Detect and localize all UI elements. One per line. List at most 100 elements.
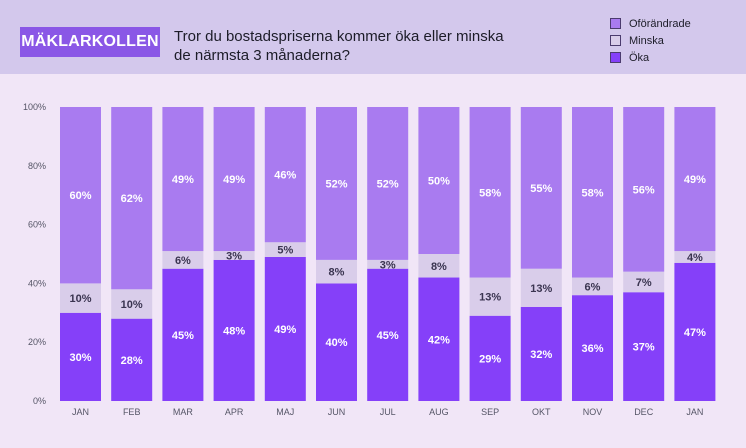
x-tick-label: DEC bbox=[634, 407, 654, 417]
bar-segment-minska bbox=[572, 277, 613, 296]
data-label: 36% bbox=[581, 343, 603, 355]
bar-segment-oka bbox=[111, 318, 153, 401]
bar-segment-oforandrade bbox=[469, 107, 511, 278]
bar-segment-oforandrade bbox=[674, 107, 716, 252]
bar-segment-oka bbox=[367, 268, 409, 401]
x-tick-label: MAR bbox=[173, 407, 194, 417]
y-tick-label: 40% bbox=[28, 278, 46, 288]
legend-swatch-oforandrade bbox=[610, 18, 621, 29]
y-tick-label: 100% bbox=[23, 102, 46, 112]
data-label: 30% bbox=[69, 352, 91, 364]
bar-segment-minska bbox=[60, 283, 101, 313]
stacked-bar-chart: 0% 20% 40% 60% 80% 100% 30% 10% 60% JAN 28% 10% 62% F… bbox=[23, 102, 716, 417]
data-label: 37% bbox=[633, 342, 655, 354]
bar-segment-oforandrade bbox=[213, 107, 255, 252]
data-label: 58% bbox=[581, 187, 603, 199]
bar-segment-minska bbox=[162, 251, 204, 269]
data-label: 32% bbox=[530, 349, 552, 361]
bar-segment-oforandrade bbox=[60, 107, 101, 284]
x-tick-label: AUG bbox=[429, 407, 449, 417]
x-tick-label: FEB bbox=[123, 407, 141, 417]
bar-segment-oforandrade bbox=[572, 107, 613, 278]
data-label: 7% bbox=[636, 277, 652, 289]
x-tick-label: MAJ bbox=[276, 407, 294, 417]
data-label: 6% bbox=[175, 255, 191, 267]
bar-segment-minska bbox=[264, 242, 306, 257]
data-label: 58% bbox=[479, 187, 501, 199]
bar-segment-minska bbox=[418, 254, 460, 278]
bar-segment-oka bbox=[60, 312, 101, 401]
data-label: 42% bbox=[428, 334, 450, 346]
bar-segment-oforandrade bbox=[520, 107, 562, 269]
legend-swatch-minska bbox=[610, 35, 621, 46]
bar-segment-minska bbox=[469, 277, 511, 316]
data-label: 52% bbox=[377, 178, 399, 190]
bar-segment-oka bbox=[572, 295, 613, 401]
bar-segment-minska bbox=[316, 259, 357, 284]
x-tick-label: JAN bbox=[72, 407, 89, 417]
bar-segment-oforandrade bbox=[111, 107, 153, 290]
x-tick-label: JUN bbox=[328, 407, 346, 417]
data-label: 13% bbox=[479, 292, 501, 304]
bar-segment-oka bbox=[316, 283, 357, 401]
legend-swatch-oka bbox=[610, 52, 621, 63]
bar-segment-minska bbox=[111, 289, 153, 319]
data-label: 13% bbox=[530, 283, 552, 295]
data-label: 29% bbox=[479, 353, 501, 365]
data-label: 6% bbox=[585, 281, 601, 293]
question-line-1: Tror du bostadspriserna kommer öka eller… bbox=[174, 28, 504, 45]
bar-segment-oka bbox=[623, 292, 665, 401]
bar-segment-minska bbox=[623, 271, 665, 293]
data-label: 49% bbox=[274, 324, 296, 336]
bar-segment-minska bbox=[213, 251, 255, 260]
data-label: 45% bbox=[172, 330, 194, 342]
bar-segment-minska bbox=[520, 268, 562, 307]
header-bar: MÄKLARKOLLEN Tror du bostadspriserna kom… bbox=[0, 0, 746, 74]
question-line-2: de närmsta 3 månaderna? bbox=[174, 47, 350, 64]
bar-segment-oforandrade bbox=[316, 107, 357, 260]
legend-label-oka: Öka bbox=[629, 51, 650, 64]
data-label: 49% bbox=[684, 174, 706, 186]
bar-segment-oka bbox=[213, 259, 255, 401]
data-label: 62% bbox=[121, 193, 143, 205]
data-label: 49% bbox=[172, 174, 194, 186]
data-label: 50% bbox=[428, 176, 450, 188]
brand-logo: MÄKLARKOLLEN bbox=[20, 27, 160, 57]
data-label: 52% bbox=[325, 178, 347, 190]
data-label: 3% bbox=[380, 259, 396, 271]
bar-segment-oka bbox=[469, 315, 511, 401]
x-tick-label: APR bbox=[225, 407, 244, 417]
bar-segment-minska bbox=[367, 259, 409, 269]
data-label: 3% bbox=[226, 250, 242, 262]
data-label: 40% bbox=[325, 337, 347, 349]
data-label: 5% bbox=[277, 245, 293, 257]
bar-segment-oforandrade bbox=[623, 107, 665, 272]
x-tick-label: OKT bbox=[532, 407, 551, 417]
chart-question: Tror du bostadspriserna kommer öka eller… bbox=[174, 27, 574, 65]
bar-segment-minska bbox=[674, 251, 716, 263]
data-label: 60% bbox=[69, 190, 91, 202]
data-label: 49% bbox=[223, 174, 245, 186]
bar-segment-oka bbox=[674, 262, 716, 401]
y-tick-label: 60% bbox=[28, 220, 46, 230]
bar-segment-oforandrade bbox=[162, 107, 204, 252]
data-label: 47% bbox=[684, 327, 706, 339]
y-tick-label: 20% bbox=[28, 337, 46, 347]
data-label: 45% bbox=[377, 330, 399, 342]
x-tick-label: SEP bbox=[481, 407, 499, 417]
x-tick-label: JAN bbox=[686, 407, 703, 417]
data-label: 8% bbox=[329, 267, 345, 279]
data-label: 4% bbox=[687, 252, 703, 264]
y-tick-label: 0% bbox=[33, 396, 46, 406]
bar-segment-oka bbox=[520, 306, 562, 401]
bar-segment-oka bbox=[264, 256, 306, 401]
data-label: 8% bbox=[431, 261, 447, 273]
bar-segment-oka bbox=[418, 277, 460, 401]
chart-legend: Oförändrade Minska Öka bbox=[610, 15, 691, 66]
bar-segment-oka bbox=[162, 268, 204, 401]
legend-label-oforandrade: Oförändrade bbox=[629, 17, 691, 30]
legend-item-oka: Öka bbox=[610, 49, 691, 66]
legend-item-oforandrade: Oförändrade bbox=[610, 15, 691, 32]
legend-item-minska: Minska bbox=[610, 32, 691, 49]
bar-segment-oforandrade bbox=[264, 107, 306, 243]
